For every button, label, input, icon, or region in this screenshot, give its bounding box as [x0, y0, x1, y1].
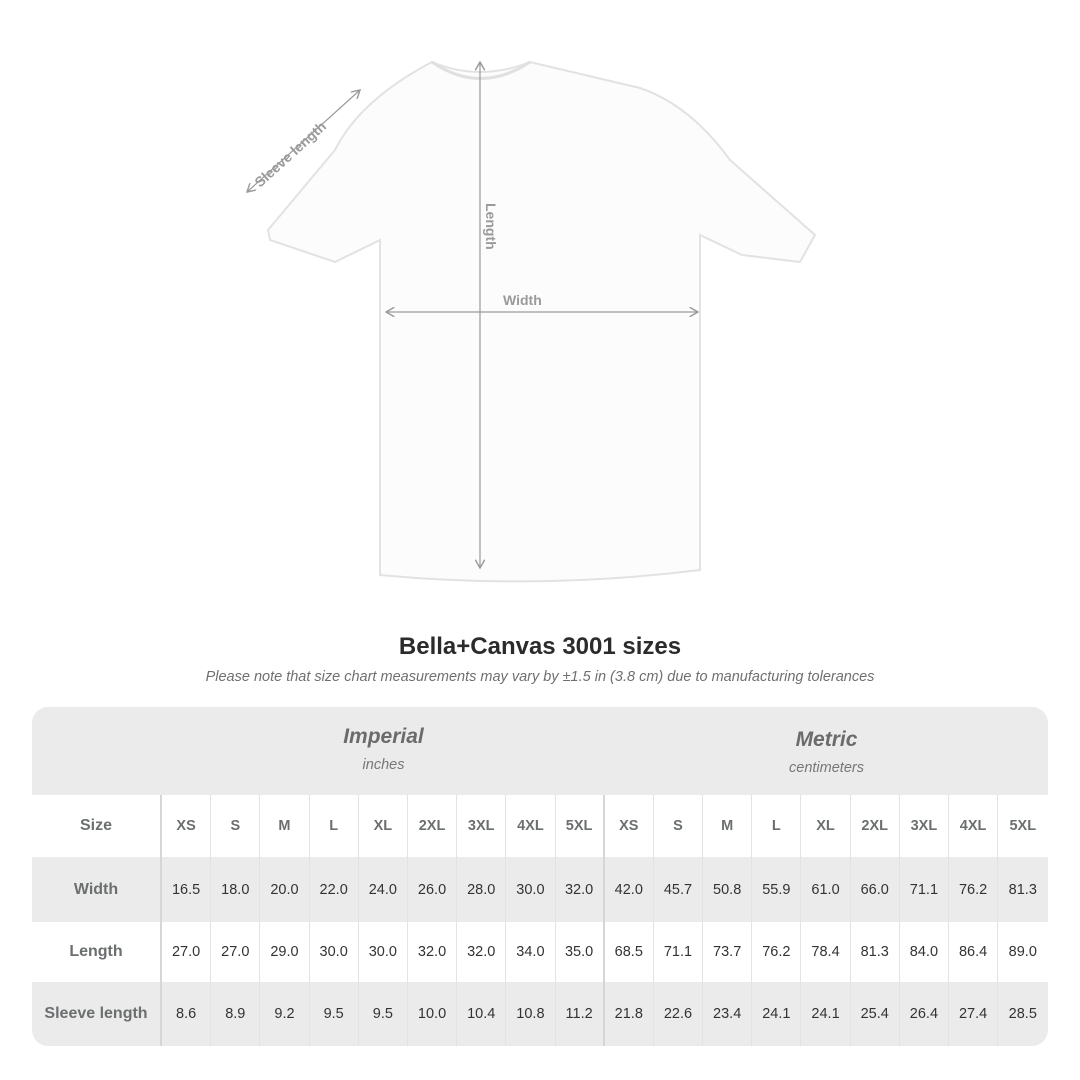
table-cell: 84.0	[900, 922, 949, 982]
metric-header: Metric centimeters	[789, 728, 864, 776]
table-cell: 32.0	[408, 922, 458, 982]
row-label: Size	[32, 795, 162, 857]
table-cell: 30.0	[310, 922, 359, 982]
size-header-cell: S	[211, 795, 261, 857]
table-cell: 23.4	[703, 982, 753, 1046]
table-cell: 45.7	[654, 857, 704, 922]
tshirt-shape	[266, 60, 817, 583]
table-cell: 76.2	[949, 857, 999, 922]
tshirt-diagram: Sleeve length Length Width	[0, 60, 817, 583]
table-cell: 81.3	[851, 922, 900, 982]
size-header-cell: 5XL	[556, 795, 605, 857]
table-cell: 26.4	[900, 982, 949, 1046]
table-cell: 21.8	[605, 982, 654, 1046]
table-cell: 29.0	[260, 922, 310, 982]
table-cell: 32.0	[556, 857, 605, 922]
table-cell: 71.1	[654, 922, 704, 982]
table-cell: 10.4	[457, 982, 507, 1046]
size-header-cell: 3XL	[457, 795, 507, 857]
length-label: Length	[483, 203, 499, 250]
table-cell: 35.0	[556, 922, 605, 982]
table-cell: 50.8	[703, 857, 753, 922]
table-cell: 30.0	[359, 922, 408, 982]
size-header-cell: XS	[162, 795, 212, 857]
size-header-cell: 4XL	[949, 795, 999, 857]
table-cell: 42.0	[605, 857, 654, 922]
table-cell: 34.0	[506, 922, 556, 982]
table-cell: 18.0	[211, 857, 261, 922]
size-header-cell: M	[260, 795, 310, 857]
table-cell: 76.2	[752, 922, 802, 982]
width-label: Width	[503, 292, 542, 308]
size-header-cell: M	[703, 795, 753, 857]
table-cell: 66.0	[851, 857, 900, 922]
row-label: Sleeve length	[32, 982, 162, 1046]
size-header-cell: XL	[359, 795, 408, 857]
table-row: Length 27.0 27.0 29.0 30.0 30.0 32.0 32.0 34.0 35…	[32, 922, 1048, 982]
table-cell: 24.1	[752, 982, 802, 1046]
table-cell: 20.0	[260, 857, 310, 922]
size-header-cell: 4XL	[506, 795, 556, 857]
table-cell: 9.5	[359, 982, 408, 1046]
table-row: Sleeve length 8.6 8.9 9.2 9.5 9.5 10.0 10.4 10.8…	[32, 982, 1048, 1046]
table-cell: 86.4	[949, 922, 999, 982]
page-title: Bella+Canvas 3001 sizes	[398, 633, 682, 660]
table-cell: 9.2	[260, 982, 310, 1046]
table-cell: 28.0	[457, 857, 507, 922]
size-header-cell: XS	[605, 795, 654, 857]
table-cell: 81.3	[1008, 881, 1037, 898]
table-cell: 30.0	[506, 857, 556, 922]
table-cell: 8.9	[211, 982, 261, 1046]
table-cell: 61.0	[801, 857, 851, 922]
table-cell: 71.1	[900, 857, 949, 922]
row-label: Width	[32, 857, 162, 922]
table-cell: 27.0	[162, 922, 212, 982]
table-cell: 32.0	[457, 922, 507, 982]
size-header-cell: 5XL	[1009, 818, 1037, 834]
table-cell: 27.0	[211, 922, 261, 982]
table-cell: 16.5	[162, 857, 212, 922]
imperial-header: Imperial inches	[343, 725, 424, 773]
table-cell: 73.7	[703, 922, 753, 982]
table-cell: 89.0	[1008, 944, 1037, 960]
size-table: Imperial inches Metric centimeters Size X…	[32, 707, 1048, 1046]
row-label: Length	[32, 922, 162, 982]
table-cell: 11.2	[556, 982, 605, 1046]
table-row: Width 16.5 18.0 20.0 22.0 24.0 26.0 28.0 30.0 32.…	[32, 857, 1048, 922]
size-header-cell: XL	[801, 795, 851, 857]
table-cell: 55.9	[752, 857, 802, 922]
size-header-row: Size XS S M L XL 2XL 3XL 4XL 5XL XS S M L XL 2XL 3XL 4XL 5…	[32, 795, 1048, 857]
unit-header: Imperial inches Metric centimeters	[32, 707, 1048, 795]
size-header-cell: 3XL	[900, 795, 949, 857]
table-cell: 9.5	[310, 982, 359, 1046]
table-cell: 10.8	[506, 982, 556, 1046]
table-cell: 27.4	[949, 982, 999, 1046]
tolerance-note: Please note that size chart measurements…	[205, 669, 875, 685]
table-cell: 8.6	[162, 982, 212, 1046]
table-cell: 10.0	[408, 982, 458, 1046]
table-cell: 28.5	[1008, 1006, 1037, 1022]
table-cell: 25.4	[851, 982, 900, 1046]
size-header-cell: 2XL	[851, 795, 900, 857]
table-cell: 26.0	[408, 857, 458, 922]
table-cell: 24.1	[801, 982, 851, 1046]
table-cell: 68.5	[605, 922, 654, 982]
table-cell: 22.6	[654, 982, 704, 1046]
size-header-cell: S	[654, 795, 704, 857]
table-cell: 24.0	[359, 857, 408, 922]
table-cell: 22.0	[310, 857, 359, 922]
table-cell: 78.4	[801, 922, 851, 982]
size-header-cell: 2XL	[408, 795, 458, 857]
size-header-cell: L	[310, 795, 359, 857]
sleeve-arrow	[247, 90, 360, 192]
size-header-cell: L	[752, 795, 802, 857]
